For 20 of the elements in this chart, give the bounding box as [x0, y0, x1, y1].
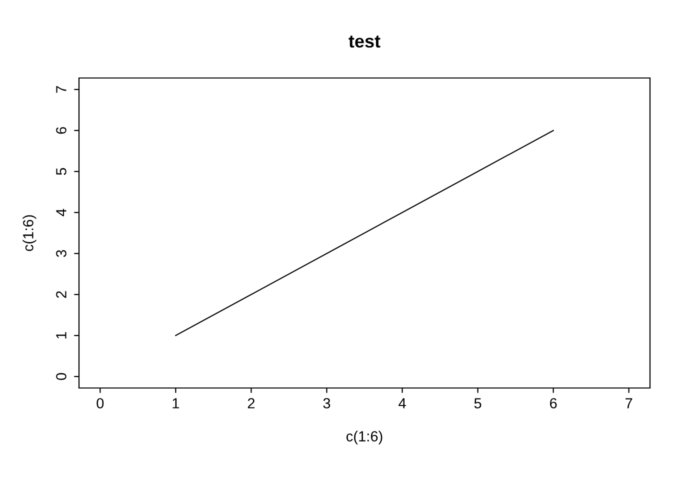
y-tick-label: 3 [56, 250, 66, 257]
y-tick-label: 6 [56, 127, 66, 134]
x-tick-label: 6 [550, 398, 557, 408]
x-tick-label: 5 [474, 398, 482, 408]
chart-title: test [348, 36, 380, 48]
y-tick-label: 0 [56, 373, 66, 380]
x-tick-label: 0 [96, 398, 104, 408]
y-tick-label: 1 [56, 332, 66, 338]
x-tick-label: 1 [172, 398, 180, 408]
x-tick-label: 3 [323, 398, 330, 408]
x-tick-label: 4 [398, 398, 406, 408]
y-axis-title: c(1:6) [22, 215, 36, 252]
line-series [175, 130, 554, 336]
x-tick-label: 7 [626, 398, 632, 408]
y-tick-label: 4 [56, 208, 66, 216]
x-tick-label: 2 [248, 398, 255, 408]
x-axis-title: c(1:6) [346, 430, 382, 444]
y-tick-label: 5 [56, 168, 66, 175]
y-tick-label: 7 [56, 86, 66, 93]
y-tick-label: 2 [56, 291, 66, 298]
